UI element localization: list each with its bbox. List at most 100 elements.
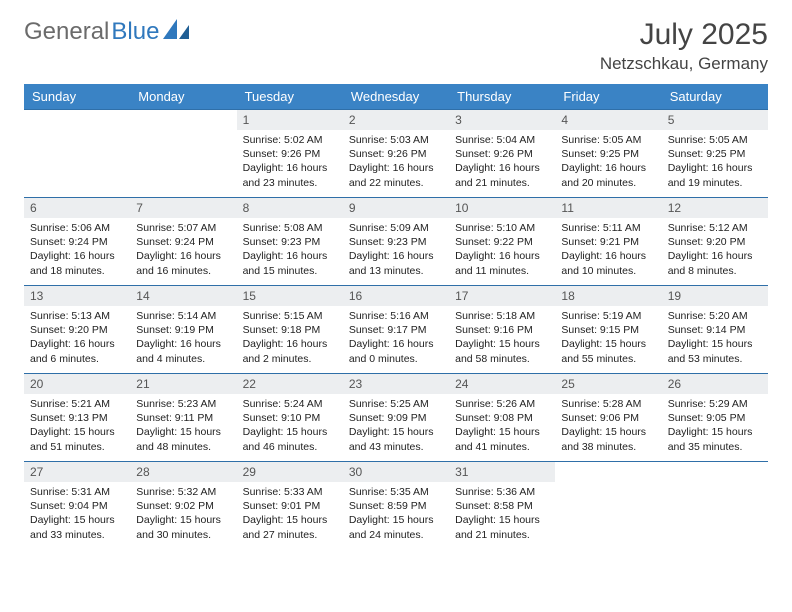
title-block: July 2025 Netzschkau, Germany xyxy=(600,18,768,74)
weekday-header: Thursday xyxy=(449,84,555,110)
day-details: Sunrise: 5:18 AMSunset: 9:16 PMDaylight:… xyxy=(449,306,555,370)
calendar-cell: 9Sunrise: 5:09 AMSunset: 9:23 PMDaylight… xyxy=(343,198,449,286)
day-number: 23 xyxy=(343,374,449,394)
day-number: 27 xyxy=(24,462,130,482)
calendar-cell: 21Sunrise: 5:23 AMSunset: 9:11 PMDayligh… xyxy=(130,374,236,462)
day-number: 26 xyxy=(662,374,768,394)
day-number: 4 xyxy=(555,110,661,130)
calendar-row: 27Sunrise: 5:31 AMSunset: 9:04 PMDayligh… xyxy=(24,462,768,550)
logo-text-2: Blue xyxy=(111,18,159,46)
calendar-cell: 11Sunrise: 5:11 AMSunset: 9:21 PMDayligh… xyxy=(555,198,661,286)
calendar-cell: 23Sunrise: 5:25 AMSunset: 9:09 PMDayligh… xyxy=(343,374,449,462)
calendar-cell: 27Sunrise: 5:31 AMSunset: 9:04 PMDayligh… xyxy=(24,462,130,550)
day-number: 29 xyxy=(237,462,343,482)
day-details: Sunrise: 5:28 AMSunset: 9:06 PMDaylight:… xyxy=(555,394,661,458)
day-number: 7 xyxy=(130,198,236,218)
day-details: Sunrise: 5:33 AMSunset: 9:01 PMDaylight:… xyxy=(237,482,343,546)
weekday-header: Tuesday xyxy=(237,84,343,110)
calendar-cell: 4Sunrise: 5:05 AMSunset: 9:25 PMDaylight… xyxy=(555,110,661,198)
day-number: 9 xyxy=(343,198,449,218)
weekday-header: Monday xyxy=(130,84,236,110)
location-label: Netzschkau, Germany xyxy=(600,54,768,74)
calendar-row: 6Sunrise: 5:06 AMSunset: 9:24 PMDaylight… xyxy=(24,198,768,286)
calendar-cell: 18Sunrise: 5:19 AMSunset: 9:15 PMDayligh… xyxy=(555,286,661,374)
logo-text-1: General xyxy=(24,18,109,46)
calendar-cell: 15Sunrise: 5:15 AMSunset: 9:18 PMDayligh… xyxy=(237,286,343,374)
day-details: Sunrise: 5:36 AMSunset: 8:58 PMDaylight:… xyxy=(449,482,555,546)
day-number: 17 xyxy=(449,286,555,306)
day-details: Sunrise: 5:15 AMSunset: 9:18 PMDaylight:… xyxy=(237,306,343,370)
calendar-header-row: SundayMondayTuesdayWednesdayThursdayFrid… xyxy=(24,84,768,110)
day-details: Sunrise: 5:23 AMSunset: 9:11 PMDaylight:… xyxy=(130,394,236,458)
day-details: Sunrise: 5:21 AMSunset: 9:13 PMDaylight:… xyxy=(24,394,130,458)
calendar-cell: 25Sunrise: 5:28 AMSunset: 9:06 PMDayligh… xyxy=(555,374,661,462)
day-number: 24 xyxy=(449,374,555,394)
calendar-cell: 29Sunrise: 5:33 AMSunset: 9:01 PMDayligh… xyxy=(237,462,343,550)
calendar-cell xyxy=(130,110,236,198)
calendar-cell: 12Sunrise: 5:12 AMSunset: 9:20 PMDayligh… xyxy=(662,198,768,286)
calendar-cell: 1Sunrise: 5:02 AMSunset: 9:26 PMDaylight… xyxy=(237,110,343,198)
day-number: 21 xyxy=(130,374,236,394)
day-number: 12 xyxy=(662,198,768,218)
calendar-cell xyxy=(24,110,130,198)
day-details: Sunrise: 5:13 AMSunset: 9:20 PMDaylight:… xyxy=(24,306,130,370)
calendar-cell: 3Sunrise: 5:04 AMSunset: 9:26 PMDaylight… xyxy=(449,110,555,198)
day-details: Sunrise: 5:06 AMSunset: 9:24 PMDaylight:… xyxy=(24,218,130,282)
weekday-header: Sunday xyxy=(24,84,130,110)
day-details: Sunrise: 5:05 AMSunset: 9:25 PMDaylight:… xyxy=(662,130,768,194)
weekday-header: Saturday xyxy=(662,84,768,110)
page-title: July 2025 xyxy=(600,18,768,52)
day-number: 1 xyxy=(237,110,343,130)
calendar-cell: 22Sunrise: 5:24 AMSunset: 9:10 PMDayligh… xyxy=(237,374,343,462)
calendar-cell: 28Sunrise: 5:32 AMSunset: 9:02 PMDayligh… xyxy=(130,462,236,550)
calendar-row: 13Sunrise: 5:13 AMSunset: 9:20 PMDayligh… xyxy=(24,286,768,374)
day-details: Sunrise: 5:26 AMSunset: 9:08 PMDaylight:… xyxy=(449,394,555,458)
day-number: 30 xyxy=(343,462,449,482)
day-details: Sunrise: 5:24 AMSunset: 9:10 PMDaylight:… xyxy=(237,394,343,458)
day-details: Sunrise: 5:07 AMSunset: 9:24 PMDaylight:… xyxy=(130,218,236,282)
calendar-cell: 20Sunrise: 5:21 AMSunset: 9:13 PMDayligh… xyxy=(24,374,130,462)
day-details: Sunrise: 5:14 AMSunset: 9:19 PMDaylight:… xyxy=(130,306,236,370)
day-details: Sunrise: 5:19 AMSunset: 9:15 PMDaylight:… xyxy=(555,306,661,370)
calendar-cell: 8Sunrise: 5:08 AMSunset: 9:23 PMDaylight… xyxy=(237,198,343,286)
calendar-row: 1Sunrise: 5:02 AMSunset: 9:26 PMDaylight… xyxy=(24,110,768,198)
calendar-cell: 13Sunrise: 5:13 AMSunset: 9:20 PMDayligh… xyxy=(24,286,130,374)
day-details: Sunrise: 5:05 AMSunset: 9:25 PMDaylight:… xyxy=(555,130,661,194)
day-details: Sunrise: 5:02 AMSunset: 9:26 PMDaylight:… xyxy=(237,130,343,194)
calendar-table: SundayMondayTuesdayWednesdayThursdayFrid… xyxy=(24,84,768,550)
day-details: Sunrise: 5:03 AMSunset: 9:26 PMDaylight:… xyxy=(343,130,449,194)
day-number: 3 xyxy=(449,110,555,130)
calendar-cell: 19Sunrise: 5:20 AMSunset: 9:14 PMDayligh… xyxy=(662,286,768,374)
day-number: 14 xyxy=(130,286,236,306)
day-number: 11 xyxy=(555,198,661,218)
day-number: 28 xyxy=(130,462,236,482)
calendar-cell: 14Sunrise: 5:14 AMSunset: 9:19 PMDayligh… xyxy=(130,286,236,374)
day-number: 16 xyxy=(343,286,449,306)
header: General Blue July 2025 Netzschkau, Germa… xyxy=(24,18,768,74)
day-details: Sunrise: 5:10 AMSunset: 9:22 PMDaylight:… xyxy=(449,218,555,282)
calendar-cell: 26Sunrise: 5:29 AMSunset: 9:05 PMDayligh… xyxy=(662,374,768,462)
logo-sail-icon xyxy=(163,19,189,39)
day-number: 18 xyxy=(555,286,661,306)
day-details: Sunrise: 5:11 AMSunset: 9:21 PMDaylight:… xyxy=(555,218,661,282)
calendar-cell: 5Sunrise: 5:05 AMSunset: 9:25 PMDaylight… xyxy=(662,110,768,198)
calendar-cell xyxy=(555,462,661,550)
day-number: 25 xyxy=(555,374,661,394)
calendar-cell: 6Sunrise: 5:06 AMSunset: 9:24 PMDaylight… xyxy=(24,198,130,286)
calendar-cell: 2Sunrise: 5:03 AMSunset: 9:26 PMDaylight… xyxy=(343,110,449,198)
calendar-cell: 7Sunrise: 5:07 AMSunset: 9:24 PMDaylight… xyxy=(130,198,236,286)
calendar-row: 20Sunrise: 5:21 AMSunset: 9:13 PMDayligh… xyxy=(24,374,768,462)
calendar-cell: 17Sunrise: 5:18 AMSunset: 9:16 PMDayligh… xyxy=(449,286,555,374)
weekday-header: Wednesday xyxy=(343,84,449,110)
day-number: 10 xyxy=(449,198,555,218)
day-details: Sunrise: 5:16 AMSunset: 9:17 PMDaylight:… xyxy=(343,306,449,370)
day-details: Sunrise: 5:08 AMSunset: 9:23 PMDaylight:… xyxy=(237,218,343,282)
day-number: 2 xyxy=(343,110,449,130)
calendar-cell: 30Sunrise: 5:35 AMSunset: 8:59 PMDayligh… xyxy=(343,462,449,550)
day-details: Sunrise: 5:20 AMSunset: 9:14 PMDaylight:… xyxy=(662,306,768,370)
weekday-header: Friday xyxy=(555,84,661,110)
day-details: Sunrise: 5:04 AMSunset: 9:26 PMDaylight:… xyxy=(449,130,555,194)
day-number: 31 xyxy=(449,462,555,482)
day-number: 22 xyxy=(237,374,343,394)
day-details: Sunrise: 5:12 AMSunset: 9:20 PMDaylight:… xyxy=(662,218,768,282)
